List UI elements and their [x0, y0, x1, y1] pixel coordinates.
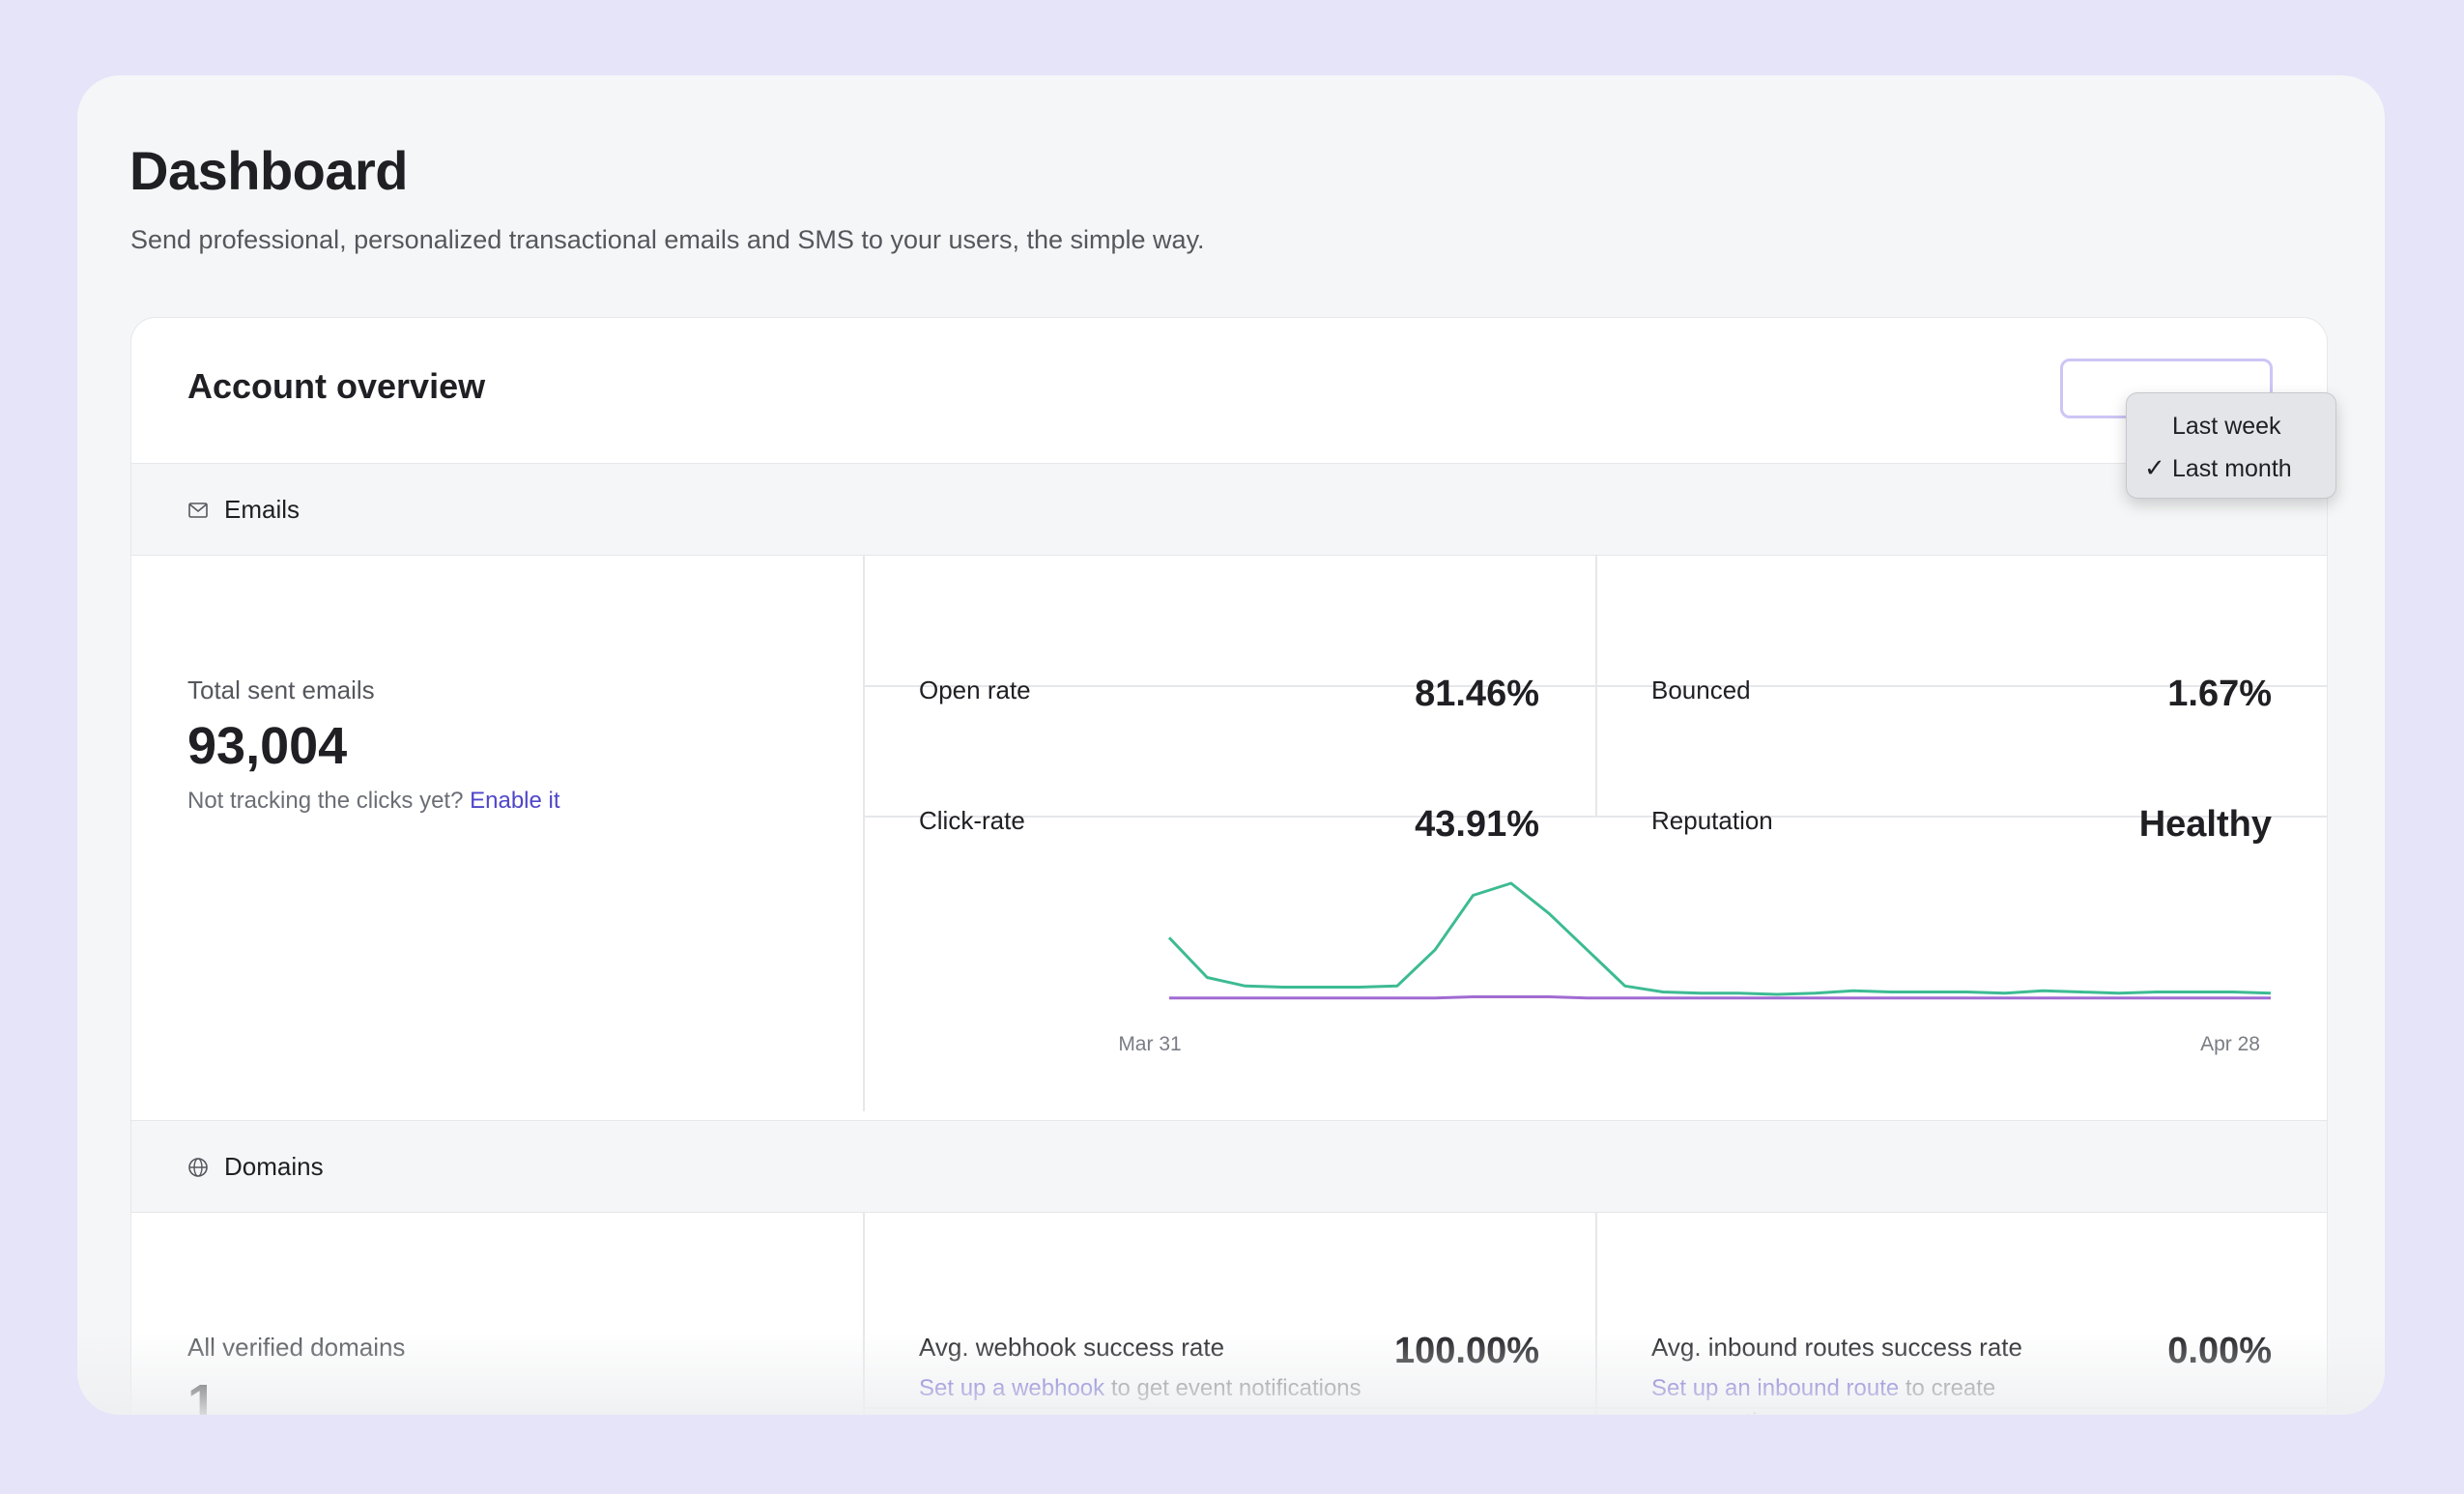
domains-section-header: Domains [131, 1120, 2327, 1213]
tracking-note-text: Not tracking the clicks yet? [187, 788, 464, 814]
divider [863, 1213, 865, 1415]
period-option-last-month[interactable]: ✓ Last month [2127, 449, 2335, 488]
webhook-note-text: to get event notifications [1110, 1375, 1361, 1401]
setup-inbound-route-link[interactable]: Set up an inbound route [1651, 1375, 1900, 1401]
verified-domains-value: 1 [187, 1374, 217, 1415]
period-option-label: Last week [2172, 413, 2281, 440]
page-title: Dashboard [129, 140, 409, 201]
reputation-label: Reputation [1651, 806, 1773, 835]
inbound-rate-value: 0.00% [2167, 1331, 2272, 1371]
enable-tracking-link[interactable]: Enable it [470, 788, 560, 814]
total-sent-value: 93,004 [187, 717, 348, 775]
divider [863, 556, 865, 1111]
inbound-note: Set up an inbound route to create conver… [1651, 1371, 2057, 1415]
email-activity-chart: Mar 31 Apr 28 [1118, 881, 2272, 1055]
mail-icon [188, 503, 208, 518]
series-line-0 [1167, 881, 2272, 996]
webhook-rate-value: 100.00% [1393, 1331, 1539, 1371]
divider [1595, 1213, 1597, 1415]
bounced-label: Bounced [1651, 675, 1751, 704]
checkmark-icon: ✓ [2144, 453, 2165, 482]
setup-webhook-link[interactable]: Set up a webhook [919, 1375, 1105, 1401]
x-tick-label: Apr 28 [2200, 1033, 2260, 1055]
card-title: Account overview [187, 366, 486, 406]
webhook-rate-label: Avg. webhook success rate [919, 1333, 1225, 1362]
domains-section-label: Domains [224, 1152, 324, 1181]
tracking-note: Not tracking the clicks yet? Enable it [187, 784, 560, 818]
click-rate-label: Click-rate [919, 806, 1025, 835]
verified-domains-label: All verified domains [187, 1333, 406, 1362]
globe-icon [188, 1158, 208, 1177]
period-option-label: Last month [2172, 455, 2292, 482]
open-rate-label: Open rate [919, 675, 1031, 704]
period-option-last-week[interactable]: Last week [2127, 407, 2335, 445]
webhook-note: Set up a webhook to get event notificati… [919, 1371, 1460, 1405]
app-window: Dashboard Send professional, personalize… [77, 75, 2385, 1415]
period-dropdown-menu: Last week ✓ Last month [2126, 392, 2336, 499]
x-tick-label: Mar 31 [1118, 1033, 1181, 1055]
emails-section-label: Emails [224, 495, 301, 524]
inbound-rate-label: Avg. inbound routes success rate [1651, 1333, 2022, 1362]
series-line-1 [1169, 995, 2271, 1000]
page-subtitle: Send professional, personalized transact… [130, 225, 1205, 254]
bounced-value: 1.67% [2167, 674, 2272, 714]
emails-section-header: Emails [131, 463, 2327, 556]
click-rate-value: 43.91% [1415, 804, 1539, 845]
reputation-value: Healthy [2138, 804, 2272, 845]
total-sent-label: Total sent emails [187, 675, 375, 704]
divider [863, 1407, 2327, 1409]
divider [863, 816, 2327, 818]
divider [863, 685, 2327, 687]
open-rate-value: 81.46% [1415, 674, 1539, 714]
account-overview-card: Account overview Emails Total sent email… [130, 317, 2328, 1415]
